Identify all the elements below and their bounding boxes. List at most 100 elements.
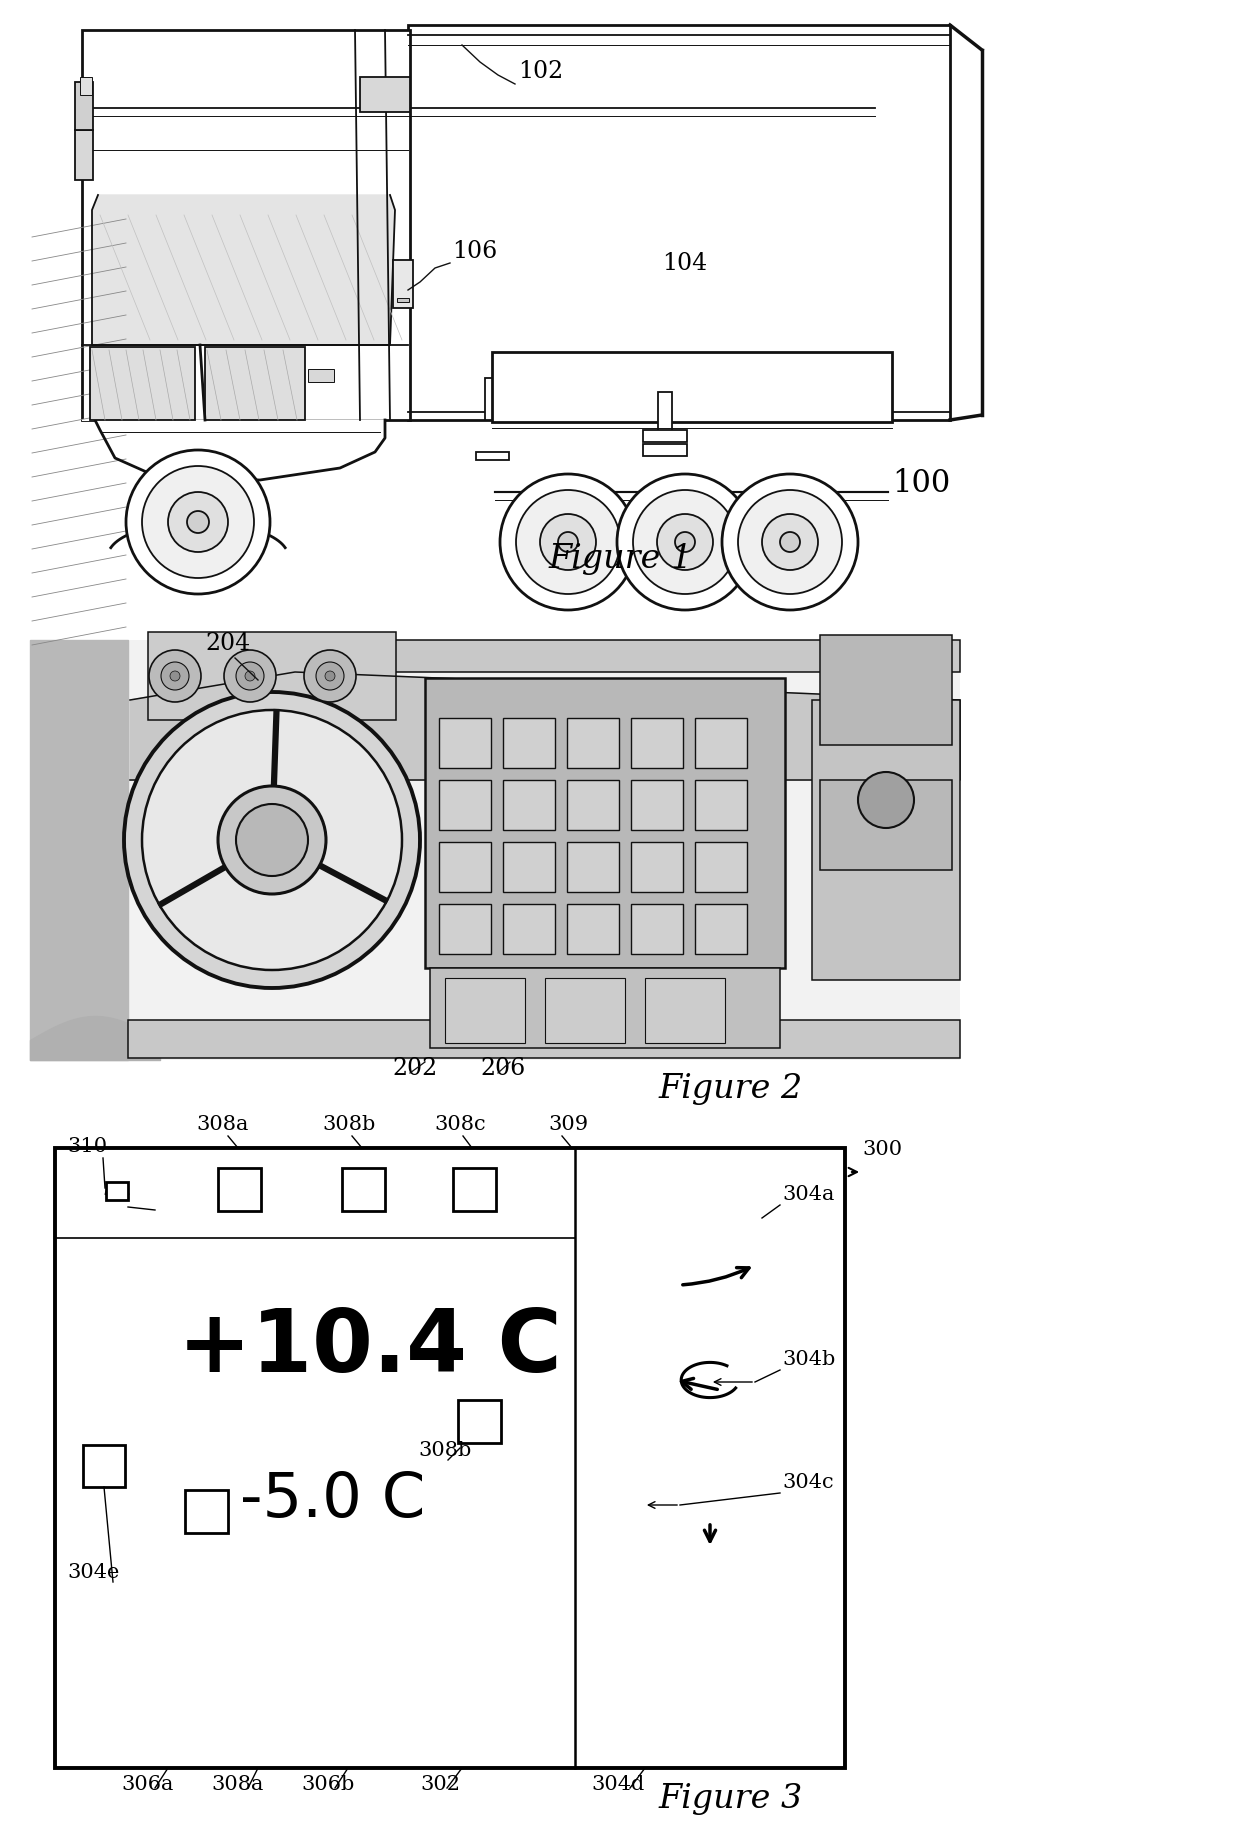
Bar	[503, 842, 556, 891]
Text: -5.0 C: -5.0 C	[241, 1470, 425, 1529]
Text: 306b: 306b	[301, 1776, 355, 1794]
Text: +10.4 C: +10.4 C	[179, 1307, 562, 1390]
Text: Figure 3: Figure 3	[658, 1783, 802, 1814]
Bar	[453, 1167, 496, 1211]
Bar	[360, 77, 410, 112]
Bar	[308, 369, 334, 382]
Text: Figure 1: Figure 1	[548, 542, 692, 575]
Text: 310: 310	[67, 1138, 107, 1156]
Text: 102: 102	[518, 61, 563, 83]
Bar	[55, 1149, 844, 1768]
Circle shape	[224, 651, 277, 702]
Bar	[397, 298, 409, 301]
Circle shape	[858, 772, 914, 827]
Bar	[425, 678, 785, 969]
Bar	[218, 1167, 260, 1211]
Bar	[74, 130, 93, 180]
Circle shape	[516, 491, 620, 594]
Text: Figure 2: Figure 2	[658, 1073, 802, 1105]
Bar	[812, 700, 960, 980]
Bar	[148, 632, 396, 720]
Circle shape	[738, 491, 842, 594]
Bar	[644, 445, 687, 456]
Circle shape	[246, 671, 255, 682]
Bar	[694, 904, 746, 954]
Bar	[567, 842, 619, 891]
Polygon shape	[30, 640, 128, 1061]
Bar	[631, 719, 683, 768]
Circle shape	[170, 671, 180, 682]
Bar	[631, 779, 683, 831]
Bar	[503, 779, 556, 831]
Bar	[30, 640, 960, 1061]
Circle shape	[124, 691, 420, 989]
Bar	[644, 430, 687, 441]
Text: 308b: 308b	[322, 1116, 376, 1134]
Circle shape	[304, 651, 356, 702]
Bar	[430, 969, 780, 1048]
Text: 302: 302	[420, 1776, 460, 1794]
Circle shape	[143, 709, 402, 970]
Text: 204: 204	[205, 632, 250, 654]
Bar	[439, 719, 491, 768]
Bar	[658, 391, 672, 432]
Text: 304e: 304e	[67, 1562, 119, 1583]
Text: 304b: 304b	[782, 1349, 836, 1369]
Bar	[342, 1167, 384, 1211]
Text: 304a: 304a	[782, 1186, 835, 1204]
Text: 100: 100	[892, 469, 950, 498]
Bar	[82, 29, 410, 421]
Circle shape	[218, 787, 326, 893]
Text: 202: 202	[392, 1057, 438, 1081]
Circle shape	[167, 493, 228, 551]
Circle shape	[187, 511, 210, 533]
Circle shape	[657, 515, 713, 570]
Circle shape	[143, 467, 254, 577]
Circle shape	[558, 531, 578, 551]
Bar	[820, 634, 952, 744]
Bar	[645, 978, 725, 1042]
Bar	[74, 83, 93, 130]
Bar	[485, 379, 500, 421]
Polygon shape	[92, 195, 396, 346]
Circle shape	[161, 662, 188, 689]
Circle shape	[539, 515, 596, 570]
Text: 308a: 308a	[196, 1116, 248, 1134]
Bar	[408, 26, 950, 421]
Text: 106: 106	[453, 241, 497, 263]
Bar	[83, 1445, 125, 1487]
Circle shape	[675, 531, 694, 551]
Circle shape	[618, 474, 753, 610]
Text: 308b: 308b	[418, 1441, 471, 1459]
Circle shape	[780, 531, 800, 551]
Circle shape	[126, 450, 270, 594]
Bar	[458, 1401, 501, 1443]
Bar	[439, 842, 491, 891]
Bar	[445, 978, 525, 1042]
Bar	[694, 779, 746, 831]
Text: 206: 206	[480, 1057, 526, 1081]
Polygon shape	[82, 421, 384, 480]
Bar	[393, 259, 413, 309]
Bar	[81, 77, 92, 96]
Circle shape	[316, 662, 343, 689]
Bar	[128, 1020, 960, 1059]
Bar	[546, 978, 625, 1042]
Bar	[439, 779, 491, 831]
Circle shape	[722, 474, 858, 610]
Text: 304c: 304c	[782, 1472, 833, 1492]
Text: 308c: 308c	[434, 1116, 486, 1134]
Circle shape	[325, 671, 335, 682]
Bar	[503, 719, 556, 768]
Bar	[567, 719, 619, 768]
Circle shape	[236, 803, 308, 877]
Bar	[820, 779, 952, 869]
Text: 309: 309	[548, 1116, 588, 1134]
Bar	[631, 904, 683, 954]
Bar	[105, 1182, 128, 1200]
Text: 104: 104	[662, 252, 707, 276]
Bar	[295, 640, 960, 673]
Bar	[503, 904, 556, 954]
Text: 300: 300	[862, 1140, 903, 1160]
Bar	[567, 904, 619, 954]
